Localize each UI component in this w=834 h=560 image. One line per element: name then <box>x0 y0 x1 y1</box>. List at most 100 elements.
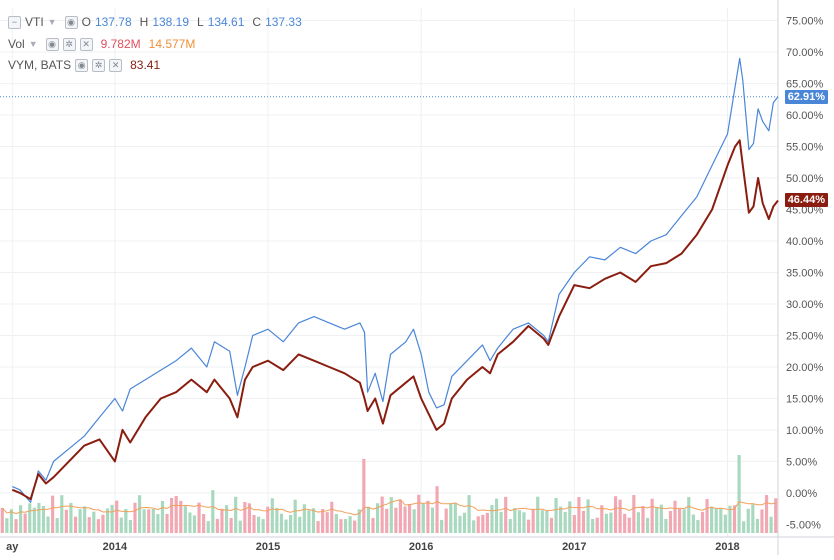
volume-bar <box>618 499 622 533</box>
volume-bar <box>179 500 183 533</box>
collapse-icon[interactable]: − <box>8 15 21 29</box>
volume-bar <box>28 503 32 533</box>
volume-bar <box>691 514 695 533</box>
volume-bar <box>581 510 586 533</box>
volume-bar <box>375 503 380 533</box>
volume-bar <box>710 506 714 533</box>
volume-bar <box>595 517 599 533</box>
vym-series-line <box>11 139 779 501</box>
volume-bar <box>719 508 723 533</box>
volume-bar <box>165 513 169 533</box>
volume-bar <box>682 509 686 533</box>
high-value: 138.19 <box>152 15 190 29</box>
volume-bar <box>398 499 403 533</box>
volume-bar <box>755 518 759 533</box>
volume-bar <box>55 518 59 533</box>
y-tick-label: 75.00% <box>786 16 824 28</box>
volume-bar <box>774 498 778 533</box>
eye-icon[interactable]: ◉ <box>64 15 78 29</box>
volume-bar <box>133 502 137 533</box>
volume-bar <box>105 508 110 533</box>
volume-bar <box>591 518 595 533</box>
volume-bar <box>751 504 755 533</box>
volume-bar <box>458 515 462 533</box>
vym-symbol[interactable]: VYM, BATS <box>8 58 72 72</box>
volume-bar <box>192 515 197 533</box>
volume-bar <box>343 519 348 533</box>
volume-bar <box>96 519 100 533</box>
legend-vol[interactable]: Vol ▼ ◉ ✲ ✕ 9.782M 14.577M <box>8 36 195 52</box>
volume-bar <box>197 502 201 533</box>
legend-vym[interactable]: VYM, BATS ◉ ✲ ✕ 83.41 <box>8 57 160 73</box>
volume-bar <box>307 510 311 533</box>
volume-bar <box>348 516 352 533</box>
volume-bar <box>41 506 46 533</box>
volume-bar <box>678 509 682 533</box>
volume-bar <box>279 513 284 533</box>
vol-label[interactable]: Vol <box>8 37 25 51</box>
volume-bar <box>394 507 398 533</box>
volume-bar <box>224 505 229 533</box>
volume-bar <box>256 516 261 533</box>
volume-bar <box>650 498 654 533</box>
vti-symbol[interactable]: VTI <box>25 15 44 29</box>
close-icon[interactable]: ✕ <box>109 58 123 72</box>
gear-icon[interactable]: ✲ <box>62 37 76 51</box>
volume-bar <box>289 515 293 533</box>
chevron-down-icon[interactable]: ▼ <box>47 17 57 27</box>
legend-vti[interactable]: − VTI ▼ ◉ O 137.78 H 138.19 L 134.61 C 137.3… <box>8 14 306 30</box>
volume-bar <box>444 508 448 533</box>
volume-bar <box>243 501 247 533</box>
volume-bar <box>485 512 489 533</box>
volume-bar <box>494 498 499 533</box>
volume-bar <box>508 518 512 533</box>
low-value: 134.61 <box>207 15 245 29</box>
volume-bar <box>142 509 146 533</box>
volume-bar <box>769 516 773 533</box>
volume-bar <box>115 500 119 533</box>
volume-bar <box>687 497 691 533</box>
volume-bar <box>110 504 114 533</box>
volume-bar <box>421 503 425 533</box>
y-tick-label: 0.00% <box>786 488 817 500</box>
eye-icon[interactable]: ◉ <box>45 37 59 51</box>
y-tick-label: 60.00% <box>786 110 824 122</box>
volume-bar <box>215 518 219 533</box>
vti-series-line <box>12 57 779 503</box>
x-tick-label: ay <box>6 541 19 553</box>
vol-value-1: 9.782M <box>100 37 141 51</box>
volume-bar <box>316 521 320 533</box>
gear-icon[interactable]: ✲ <box>92 58 106 72</box>
volume-bar <box>668 510 673 533</box>
volume-bar <box>188 512 192 533</box>
volume-bar <box>266 506 270 533</box>
eye-icon[interactable]: ◉ <box>75 58 89 72</box>
vol-value-2: 14.577M <box>148 37 196 51</box>
volume-bar <box>623 513 627 533</box>
volume-bar <box>467 495 471 533</box>
volume-bar <box>202 514 206 533</box>
volume-bar <box>563 511 567 533</box>
x-tick-label: 2016 <box>409 541 433 553</box>
y-tick-label: 35.00% <box>786 268 824 280</box>
volume-bar <box>275 507 279 533</box>
volume-bar <box>408 503 412 533</box>
volume-bar <box>600 505 604 533</box>
volume-bar <box>517 510 522 533</box>
volume-bar <box>69 502 73 533</box>
volume-bar <box>705 499 709 533</box>
volume-bar <box>325 512 329 533</box>
volume-bar <box>389 497 393 533</box>
volume-bar <box>696 519 700 533</box>
close-label: C <box>252 15 262 29</box>
volume-bar <box>531 508 535 533</box>
volume-bar <box>101 514 105 533</box>
volume-bar <box>462 512 467 533</box>
close-icon[interactable]: ✕ <box>79 37 93 51</box>
x-tick-label: 2015 <box>256 541 280 553</box>
volume-bar <box>229 517 233 533</box>
open-value: 137.78 <box>94 15 132 29</box>
chevron-down-icon[interactable]: ▼ <box>28 39 38 49</box>
